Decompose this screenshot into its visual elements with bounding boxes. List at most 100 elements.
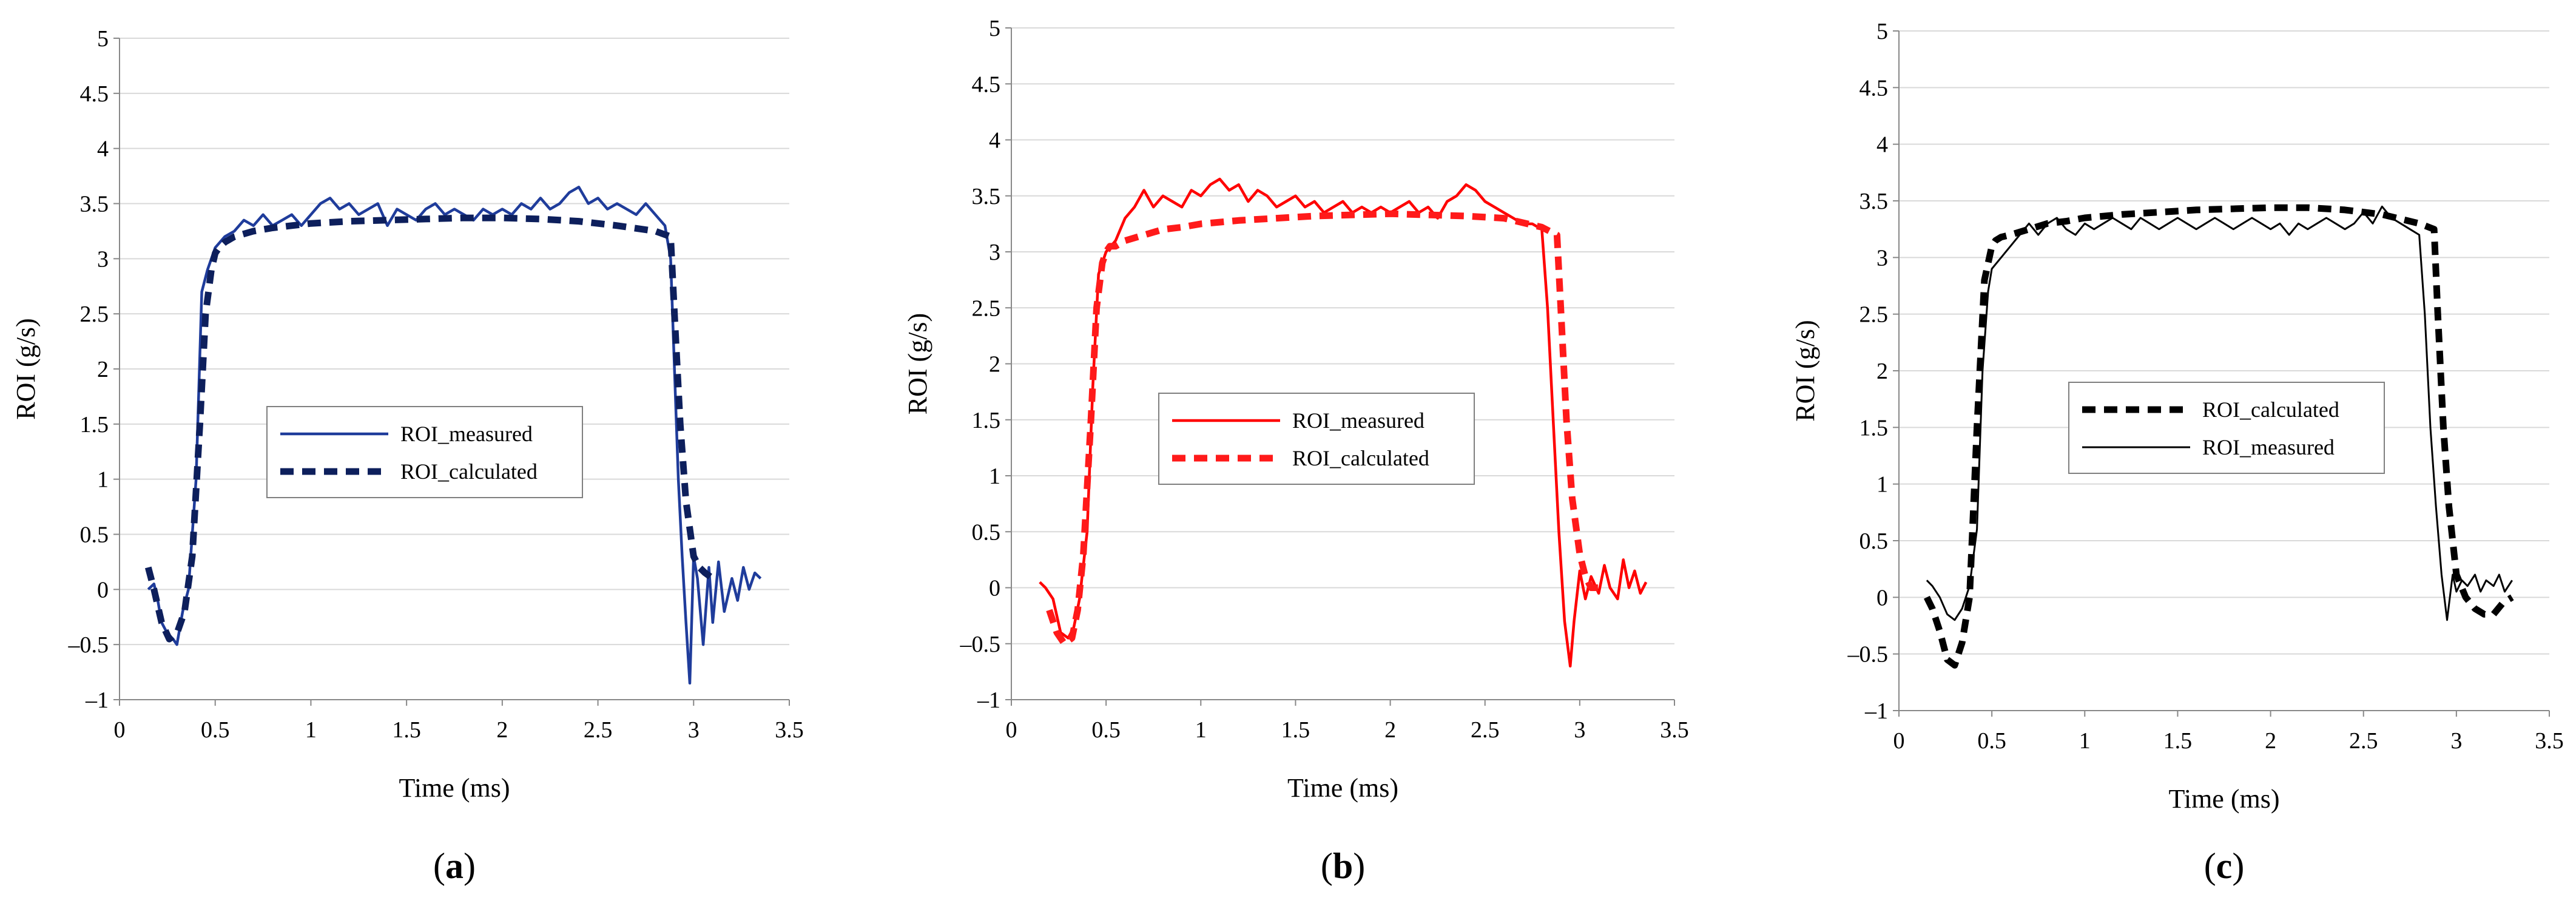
x-tick-label: 0 bbox=[1006, 717, 1017, 743]
legend-box bbox=[2068, 382, 2385, 474]
y-tick-label: 3 bbox=[97, 246, 109, 272]
y-tick-label: –1 bbox=[1864, 698, 1888, 724]
series-line-roi-measured bbox=[1039, 177, 1648, 668]
legend-label: ROI_calculated bbox=[400, 459, 538, 484]
x-tick-label: 3.5 bbox=[2535, 728, 2564, 754]
series-line-roi-calculated bbox=[1923, 204, 2514, 669]
legend-box bbox=[266, 406, 583, 498]
x-tick-label: 1 bbox=[2079, 728, 2091, 754]
legend: ROI_measured ROI_calculated bbox=[1158, 393, 1475, 485]
y-tick-label: –0.5 bbox=[960, 632, 1001, 657]
y-tick-label: 2.5 bbox=[972, 296, 1001, 321]
y-tick-label: 1 bbox=[1876, 472, 1888, 498]
x-tick-label: 1.5 bbox=[1281, 717, 1310, 743]
legend: ROI_calculated ROI_measured bbox=[2068, 382, 2385, 474]
y-tick-label: 4.5 bbox=[972, 72, 1001, 97]
x-axis-title: Time (ms) bbox=[2169, 784, 2280, 814]
y-tick-label: 1.5 bbox=[80, 412, 109, 438]
x-tick-label: 2.5 bbox=[1471, 717, 1500, 743]
chart-panel-c: –1 –0.5 0 0.5 1 1.5 2 2.5 3 3.5 4 4.5 5 0 0.5 1 1.5 2 2.5 3… bbox=[1790, 19, 2564, 886]
y-tick-label: 4.5 bbox=[1860, 75, 1889, 101]
y-tick-label: 2 bbox=[989, 352, 1000, 377]
y-tick-label: 0 bbox=[97, 577, 109, 603]
y-tick-label: 4 bbox=[989, 128, 1000, 154]
panel-label-close: ) bbox=[1353, 846, 1365, 886]
panel-label-close: ) bbox=[464, 846, 476, 886]
legend-box bbox=[1158, 393, 1475, 485]
series-line-roi-calculated bbox=[144, 214, 715, 643]
x-tick-label: 2 bbox=[2265, 728, 2276, 754]
panel-label-letter: c bbox=[2216, 846, 2233, 886]
y-tick-label: 3.5 bbox=[80, 192, 109, 217]
x-tick-label: 0.5 bbox=[201, 717, 230, 743]
x-tick-label: 0 bbox=[1893, 728, 1905, 754]
x-tick-label: 0 bbox=[114, 717, 126, 743]
panel-label-open: ( bbox=[433, 846, 445, 886]
x-tick-label: 2.5 bbox=[2349, 728, 2378, 754]
panel-label: (a) bbox=[433, 846, 476, 886]
y-axis-title: ROI (g/s) bbox=[11, 318, 41, 419]
x-tick-label: 1.5 bbox=[2163, 728, 2193, 754]
legend: ROI_measured ROI_calculated bbox=[266, 406, 583, 498]
x-tick-label: 2.5 bbox=[584, 717, 613, 743]
y-tick-label: 2.5 bbox=[80, 302, 109, 327]
panel-label-open: ( bbox=[2204, 846, 2216, 886]
y-tick-label: 1 bbox=[989, 464, 1000, 489]
x-tick-label: 3.5 bbox=[1660, 717, 1689, 743]
y-tick-label: 0 bbox=[989, 576, 1000, 601]
chart-panel-a: –1 –0.5 0 0.5 1 1.5 2 2.5 3 3.5 4 4.5 5 0 0.5 1 1.5 2 2.5 3… bbox=[11, 26, 804, 886]
x-tick-label: 3 bbox=[2450, 728, 2462, 754]
y-tick-label: 0.5 bbox=[1860, 529, 1889, 554]
x-axis-title: Time (ms) bbox=[1287, 773, 1398, 803]
x-tick-label: 1 bbox=[1195, 717, 1207, 743]
y-tick-label: –1 bbox=[977, 688, 1000, 713]
y-tick-label: 4.5 bbox=[80, 81, 109, 107]
x-tick-label: 0.5 bbox=[1091, 717, 1121, 743]
x-tick-label: 1.5 bbox=[392, 717, 421, 743]
x-tick-label: 1 bbox=[305, 717, 317, 743]
x-axis-title: Time (ms) bbox=[399, 773, 510, 803]
y-tick-label: 4 bbox=[97, 137, 109, 162]
x-tick-label: 3.5 bbox=[775, 717, 804, 743]
y-tick-label: 2 bbox=[97, 357, 109, 382]
y-tick-label: 0 bbox=[1876, 585, 1888, 610]
legend-label: ROI_calculated bbox=[2202, 397, 2339, 422]
y-tick-label: 3 bbox=[989, 240, 1000, 265]
legend-label: ROI_measured bbox=[2202, 435, 2335, 459]
y-tick-label: 5 bbox=[1876, 19, 1888, 44]
panel-label-letter: b bbox=[1333, 846, 1353, 886]
x-tick-label: 0.5 bbox=[1977, 728, 2006, 754]
panel-label-letter: a bbox=[445, 846, 464, 886]
y-axis-title: ROI (g/s) bbox=[903, 313, 932, 414]
panel-label: (c) bbox=[2204, 846, 2245, 886]
y-tick-label: 4 bbox=[1876, 132, 1888, 158]
y-tick-label: 3 bbox=[1876, 245, 1888, 271]
y-tick-label: –0.5 bbox=[1847, 642, 1889, 668]
x-tick-label: 2 bbox=[1384, 717, 1396, 743]
legend-label: ROI_calculated bbox=[1292, 446, 1429, 470]
y-tick-label: 0.5 bbox=[80, 522, 109, 548]
series-line-roi-calculated bbox=[1046, 210, 1599, 647]
legend-label: ROI_measured bbox=[1292, 408, 1425, 433]
series-line-roi-measured bbox=[1926, 205, 2513, 621]
y-tick-label: 0.5 bbox=[972, 519, 1001, 545]
chart-panel-b: –1 –0.5 0 0.5 1 1.5 2 2.5 3 3.5 4 4.5 5 0 0.5 1 1.5 2 2.5 3… bbox=[903, 16, 1689, 886]
y-tick-label: 1.5 bbox=[972, 408, 1001, 433]
y-tick-label: 2.5 bbox=[1860, 302, 1889, 328]
y-tick-label: 2 bbox=[1876, 359, 1888, 384]
panel-label-open: ( bbox=[1321, 846, 1333, 886]
y-tick-label: 1.5 bbox=[1860, 415, 1889, 441]
x-tick-label: 2 bbox=[496, 717, 508, 743]
y-tick-label: –1 bbox=[85, 688, 109, 713]
legend-label: ROI_measured bbox=[400, 422, 533, 446]
y-tick-label: 1 bbox=[97, 467, 109, 493]
x-tick-label: 3 bbox=[688, 717, 700, 743]
x-tick-label: 3 bbox=[1574, 717, 1585, 743]
y-tick-label: 3.5 bbox=[972, 184, 1001, 209]
panel-label: (b) bbox=[1321, 846, 1365, 886]
panel-label-close: ) bbox=[2232, 846, 2244, 886]
y-axis-title: ROI (g/s) bbox=[1790, 320, 1820, 421]
y-tick-label: 5 bbox=[989, 16, 1000, 41]
y-tick-label: 5 bbox=[97, 26, 109, 52]
